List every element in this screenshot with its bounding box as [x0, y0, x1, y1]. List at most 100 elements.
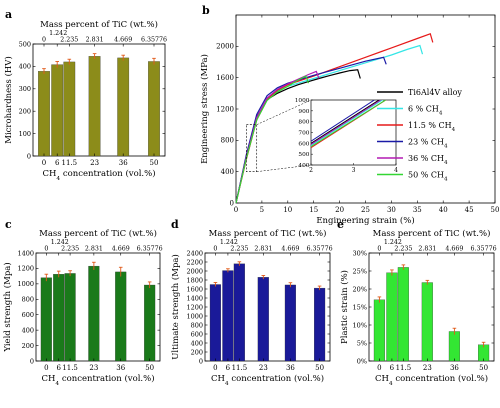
bar — [233, 263, 245, 362]
x-tick-label: 50 — [315, 364, 324, 372]
y-tick-label: 400 — [191, 339, 203, 347]
top-tick-label: 4.669 — [114, 37, 132, 44]
y-tick-label: 2000 — [186, 267, 203, 275]
bar — [373, 299, 385, 362]
x-tick-label: 25 — [361, 206, 370, 214]
top-axis-label: Mass percent of TiC (wt.%) — [39, 228, 157, 239]
top-tick-label: 2.831 — [254, 246, 272, 253]
bar — [257, 277, 269, 362]
inset-series-line — [311, 100, 387, 148]
bar — [117, 57, 130, 157]
y-tick-label: 1400 — [17, 249, 34, 257]
x-axis-label: CH4 concentration (vol.%) — [42, 168, 155, 182]
bar — [38, 71, 50, 157]
x-tick-label: 36 — [286, 364, 295, 372]
bar — [115, 271, 127, 362]
top-tick-label: 0 — [213, 246, 217, 253]
top-tick-label: 6.35776 — [471, 246, 497, 253]
y-tick-label: 1600 — [216, 74, 234, 82]
x-tick-label: 23 — [89, 364, 98, 372]
x-tick-label: 35 — [413, 206, 422, 214]
bar — [397, 267, 409, 362]
x-tick-label: 50 — [145, 364, 154, 372]
x-tick-label: 23 — [90, 159, 99, 167]
panel-letter-b: b — [202, 4, 210, 17]
y-tick-label: 2400 — [186, 249, 203, 257]
y-tick-label: 400 — [221, 168, 234, 176]
inset-y-tick-label: 600 — [298, 141, 309, 147]
y-tick-label: 1600 — [186, 285, 203, 293]
series-line — [235, 56, 387, 204]
x-tick-label: 23 — [423, 364, 432, 372]
y-tick-label: 1800 — [186, 276, 203, 284]
x-tick-label: 6 — [390, 364, 395, 372]
top-tick-label: 4.669 — [112, 246, 130, 253]
y-tick-label: 1200 — [186, 303, 203, 311]
bar — [421, 282, 433, 362]
y-axis-label: Plastic strain (%) — [339, 270, 350, 344]
top-tick-label: 2.235 — [60, 37, 78, 44]
bar — [63, 61, 76, 157]
x-tick-label: 0 — [42, 159, 46, 167]
bar — [144, 284, 156, 362]
panel-letter-d: d — [171, 218, 179, 231]
x-tick-label: 36 — [119, 159, 128, 167]
top-tick-label: 4.669 — [445, 246, 463, 253]
y-axis-label: Ultimate strength (Mpa) — [170, 254, 181, 360]
top-tick-label: 2.831 — [418, 246, 436, 253]
y-tick-label: 800 — [22, 296, 34, 304]
x-tick-label: 6 — [55, 159, 60, 167]
x-tick-label: 36 — [450, 364, 459, 372]
y-tick-label: 1000 — [17, 280, 34, 288]
x-tick-label: 11.5 — [396, 364, 412, 372]
chart-panel-a: 0 100 200 300 400 500 0 0 6 1.242 11.5 2.235 23 2.831… — [3, 19, 167, 182]
x-tick-label: 6 — [56, 364, 61, 372]
x-tick-label: 40 — [439, 206, 448, 214]
chart-panel-c: 02004006008001000120014000061.24211.52.2… — [2, 228, 163, 387]
y-tick-label: 800 — [191, 321, 203, 329]
chart-panel-b: 0 5 10 15 20 25 30 35 40 45 500400800120016002000E… — [199, 14, 500, 226]
inset-x-tick-label: 2 — [309, 167, 313, 174]
bar — [88, 265, 100, 362]
chart-panel-d: 0200400600800100012001400160018002000220… — [170, 228, 333, 387]
legend-label: 50 % CH4 — [408, 171, 448, 183]
bar — [64, 273, 76, 362]
bar — [448, 331, 460, 362]
top-tick-label: 1.242 — [220, 239, 238, 246]
top-tick-label: 2.235 — [61, 246, 79, 253]
x-tick-label: 50 — [491, 206, 500, 214]
x-tick-label: 30 — [387, 206, 396, 214]
inset-series-line — [311, 100, 382, 146]
y-tick-label: 2000 — [216, 43, 234, 51]
legend-label: 6 % CH4 — [408, 105, 443, 117]
y-tick-label: 400 — [22, 326, 34, 334]
bar — [148, 61, 160, 157]
legend-label: 36 % CH4 — [408, 154, 448, 166]
x-tick-label: 36 — [116, 364, 125, 372]
y-tick-label: 25% — [353, 267, 367, 275]
panel-letter-a: a — [5, 8, 12, 21]
inset-y-tick-label: 800 — [298, 120, 309, 126]
top-tick-label: 0 — [44, 246, 48, 253]
y-tick-label: 800 — [221, 137, 234, 145]
x-tick-label: 50 — [479, 364, 488, 372]
x-tick-label: 5 — [260, 206, 264, 214]
top-tick-label: 0 — [42, 37, 46, 44]
y-axis-label: Yield strength (Mpa) — [2, 262, 13, 352]
x-axis-label: CH4 concentration (vol.%) — [375, 373, 488, 387]
legend: Ti6Al4V alloy 6 % CH4 11.5 % CH4 23 % CH4 36… — [377, 88, 462, 183]
x-tick-label: 15 — [309, 206, 318, 214]
legend-label: 11.5 % CH4 — [408, 121, 456, 133]
top-axis-label: Mass percent of TiC (wt.%) — [40, 19, 158, 30]
top-tick-label: 6.35776 — [141, 37, 167, 44]
y-tick-label: 0% — [357, 357, 367, 365]
top-tick-label: 2.831 — [86, 37, 104, 44]
y-tick-label: 0 — [230, 199, 234, 207]
zoom-box — [246, 124, 258, 172]
top-tick-label: 2.831 — [85, 246, 103, 253]
y-tick-label: 200 — [22, 342, 34, 350]
top-tick-label: 2.235 — [394, 246, 412, 253]
panel-letter-e: e — [337, 218, 344, 231]
x-axis-label: Engineering strain (%) — [316, 215, 414, 226]
